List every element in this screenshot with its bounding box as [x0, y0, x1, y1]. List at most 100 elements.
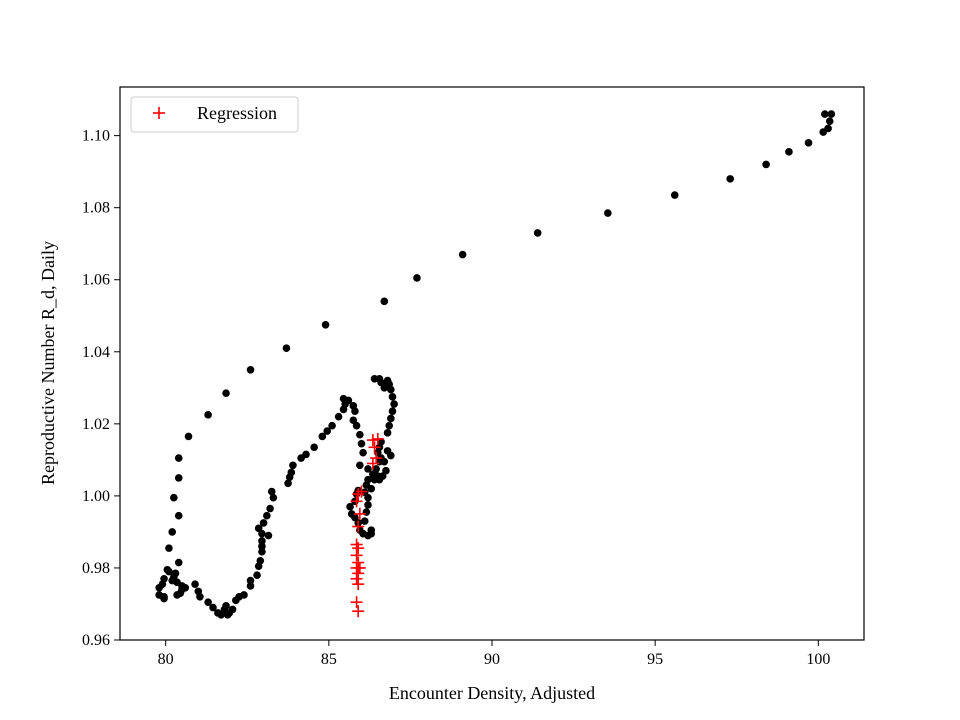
regression-point [353, 507, 366, 520]
data-points [155, 110, 836, 619]
data-point [375, 475, 384, 484]
data-point [318, 432, 327, 441]
data-point [726, 175, 735, 183]
data-point [364, 465, 372, 473]
x-tick-label: 100 [806, 651, 830, 668]
legend: Regression [130, 96, 299, 133]
data-point [254, 524, 263, 533]
data-point [458, 250, 467, 259]
data-point [258, 547, 266, 556]
regression-point [352, 567, 365, 580]
x-tick-label: 85 [321, 651, 337, 668]
data-point [176, 589, 185, 597]
data-point [171, 569, 180, 578]
data-point [367, 526, 376, 534]
regression-point [366, 434, 379, 447]
regression-point [350, 538, 363, 551]
regression-point [352, 605, 365, 618]
y-tick-label: 1.10 [82, 128, 110, 145]
regression-point [352, 520, 365, 533]
y-tick-label: 1.08 [82, 200, 110, 217]
data-point [321, 320, 330, 329]
data-point [174, 454, 183, 462]
data-point [282, 344, 291, 352]
data-point [323, 427, 332, 435]
legend-box [130, 96, 299, 133]
data-point [174, 474, 183, 482]
data-point [269, 493, 278, 502]
data-point [263, 511, 271, 520]
y-axis-ticks: 0.96 0.98 1.00 1.02 1.04 1.06 1.08 1.10 [82, 128, 120, 649]
data-point [360, 517, 369, 525]
y-tick-label: 0.98 [82, 560, 110, 577]
data-point [533, 229, 542, 237]
data-point [372, 465, 380, 473]
x-tick-label: 90 [484, 651, 500, 668]
data-point [181, 583, 190, 592]
data-point [821, 110, 829, 118]
data-point [160, 594, 168, 603]
data-point [367, 484, 376, 493]
y-tick-label: 1.00 [82, 488, 110, 505]
data-point [228, 605, 237, 614]
data-point [168, 528, 177, 536]
data-point [387, 414, 395, 423]
y-tick-label: 1.04 [82, 344, 110, 361]
regression-point [368, 441, 381, 454]
data-point [377, 438, 385, 446]
data-point [267, 487, 276, 496]
data-point [222, 389, 230, 398]
data-point [334, 412, 343, 421]
data-point [155, 583, 163, 592]
data-point [388, 393, 397, 401]
regression-point [353, 561, 366, 574]
x-axis-title: Encounter Density, Adjusted [389, 683, 595, 703]
data-point [328, 421, 336, 430]
x-tick-label: 95 [647, 651, 663, 668]
data-point [204, 411, 212, 419]
data-point [266, 504, 274, 513]
data-point [204, 598, 212, 606]
plot-area [120, 87, 864, 640]
data-point [287, 468, 296, 477]
x-axis-ticks: 80 85 90 95 100 [158, 640, 830, 668]
regression-point [350, 549, 363, 562]
data-point [380, 297, 389, 306]
data-point [289, 461, 297, 470]
data-point [196, 592, 204, 601]
data-point [346, 502, 354, 511]
legend-label-regression: Regression [197, 103, 277, 123]
data-point [825, 117, 834, 126]
data-point [362, 508, 371, 516]
data-point [264, 531, 273, 540]
data-point [246, 576, 255, 585]
data-point [209, 603, 217, 612]
data-point [413, 274, 421, 282]
data-point [604, 209, 612, 217]
regression-point [350, 495, 363, 508]
data-point [387, 451, 395, 460]
regression-point [371, 432, 384, 445]
regression-point [370, 452, 383, 465]
data-point [359, 448, 367, 457]
data-point [246, 366, 255, 374]
regression-point [352, 556, 365, 569]
data-point [388, 407, 397, 416]
data-point [356, 430, 364, 439]
data-point [370, 375, 379, 383]
y-tick-label: 0.96 [82, 632, 110, 649]
data-point [240, 591, 248, 599]
data-point [191, 580, 199, 588]
data-point [163, 565, 172, 574]
data-point [383, 429, 392, 437]
data-point [222, 601, 230, 610]
regression-point [355, 485, 368, 498]
data-point [819, 128, 828, 136]
data-point [380, 457, 389, 466]
x-tick-label: 80 [158, 651, 174, 668]
data-point [364, 493, 372, 502]
data-point [174, 511, 183, 520]
data-point [174, 558, 183, 567]
data-point [385, 421, 394, 430]
